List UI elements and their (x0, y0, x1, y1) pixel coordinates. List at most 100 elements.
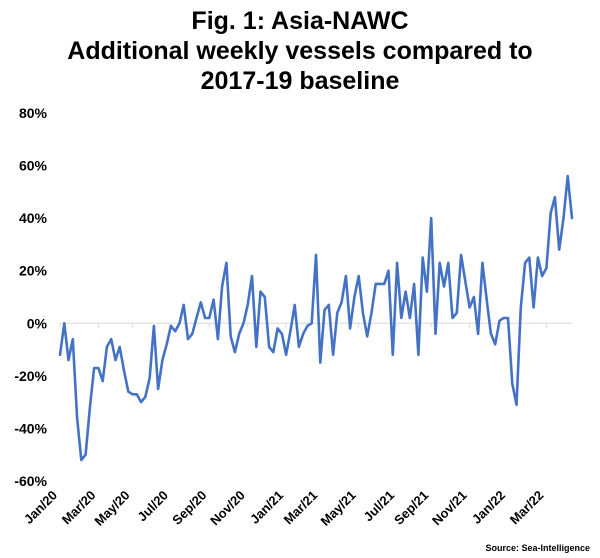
y-tick-label: 80% (19, 105, 48, 121)
data-point (332, 354, 334, 356)
y-tick-label: 40% (19, 210, 48, 226)
x-tick-label: Jul/20 (134, 488, 171, 525)
data-point (358, 275, 360, 277)
x-tick-label: May/21 (318, 488, 359, 529)
data-point (85, 454, 87, 456)
data-point (59, 354, 61, 356)
data-point (260, 291, 262, 293)
data-point (315, 254, 317, 256)
data-point (353, 296, 355, 298)
data-point (405, 291, 407, 293)
data-point (545, 267, 547, 269)
data-point (366, 335, 368, 337)
data-point (417, 354, 419, 356)
y-tick-label: -40% (14, 420, 47, 436)
data-point (136, 393, 138, 395)
data-point (371, 312, 373, 314)
y-axis: -60% -40% -20% 0% 20% 40% 60% 80% (14, 105, 47, 489)
data-point (63, 322, 65, 324)
data-point (200, 301, 202, 303)
x-tick-label: Jan/20 (21, 488, 60, 527)
data-point (247, 304, 249, 306)
data-point (400, 317, 402, 319)
chart-title-line-2: Additional weekly vessels compared to (67, 37, 533, 65)
x-tick-label: Mar/21 (281, 488, 321, 528)
data-point (255, 346, 257, 348)
data-point (230, 335, 232, 337)
chart-title: Fig. 1: Asia-NAWC Additional weekly vess… (0, 6, 600, 96)
data-point (503, 317, 505, 319)
data-point (392, 354, 394, 356)
series-line (58, 174, 574, 462)
data-point (298, 346, 300, 348)
data-point (435, 333, 437, 335)
data-point (341, 301, 343, 303)
data-point (311, 322, 313, 324)
data-point (379, 283, 381, 285)
data-point (93, 367, 95, 369)
data-point (319, 362, 321, 364)
data-point (153, 325, 155, 327)
data-point (490, 333, 492, 335)
data-point (516, 404, 518, 406)
data-point (149, 378, 151, 380)
data-point (511, 383, 513, 385)
data-point (439, 262, 441, 264)
data-point (76, 417, 78, 419)
data-point (486, 299, 488, 301)
x-tick-label: May/20 (91, 488, 132, 529)
x-tick-label: Mar/22 (507, 488, 547, 528)
data-point (460, 254, 462, 256)
data-point (541, 275, 543, 277)
data-point (217, 338, 219, 340)
data-point (426, 291, 428, 293)
data-point (285, 354, 287, 356)
data-point (473, 296, 475, 298)
data-point (123, 370, 125, 372)
x-tick-label: Nov/21 (429, 488, 470, 529)
data-point (106, 346, 108, 348)
data-point (225, 262, 227, 264)
data-point (324, 309, 326, 311)
data-point (349, 328, 351, 330)
data-point (481, 262, 483, 264)
data-point (157, 388, 159, 390)
data-point (115, 359, 117, 361)
data-point (97, 367, 99, 369)
source-note: Source: Sea-Intelligence (485, 543, 590, 553)
data-point (452, 317, 454, 319)
data-point (469, 307, 471, 309)
data-point (524, 262, 526, 264)
x-tick-label: Jan/21 (247, 488, 286, 527)
data-point (464, 280, 466, 282)
data-point (234, 351, 236, 353)
y-tick-label: -60% (14, 473, 47, 489)
x-tick-label: Mar/20 (59, 488, 99, 528)
data-point (494, 343, 496, 345)
data-point (196, 317, 198, 319)
chart-title-line-1: Fig. 1: Asia-NAWC (191, 7, 409, 35)
x-tick-label: Nov/20 (207, 488, 248, 529)
data-point (208, 317, 210, 319)
x-tick-label: Sep/21 (391, 488, 431, 528)
data-point (161, 359, 163, 361)
data-point (294, 304, 296, 306)
data-point (127, 391, 129, 393)
y-tick-label: 60% (19, 158, 48, 174)
data-point (174, 330, 176, 332)
data-point (183, 304, 185, 306)
data-point (89, 406, 91, 408)
data-point (264, 296, 266, 298)
data-point (213, 299, 215, 301)
data-point (520, 307, 522, 309)
data-point (336, 312, 338, 314)
data-point (119, 346, 121, 348)
data-point (68, 359, 70, 361)
data-point (140, 401, 142, 403)
x-tick-label: Jan/22 (469, 488, 508, 527)
data-point (302, 333, 304, 335)
data-point (179, 322, 181, 324)
data-point (558, 249, 560, 251)
